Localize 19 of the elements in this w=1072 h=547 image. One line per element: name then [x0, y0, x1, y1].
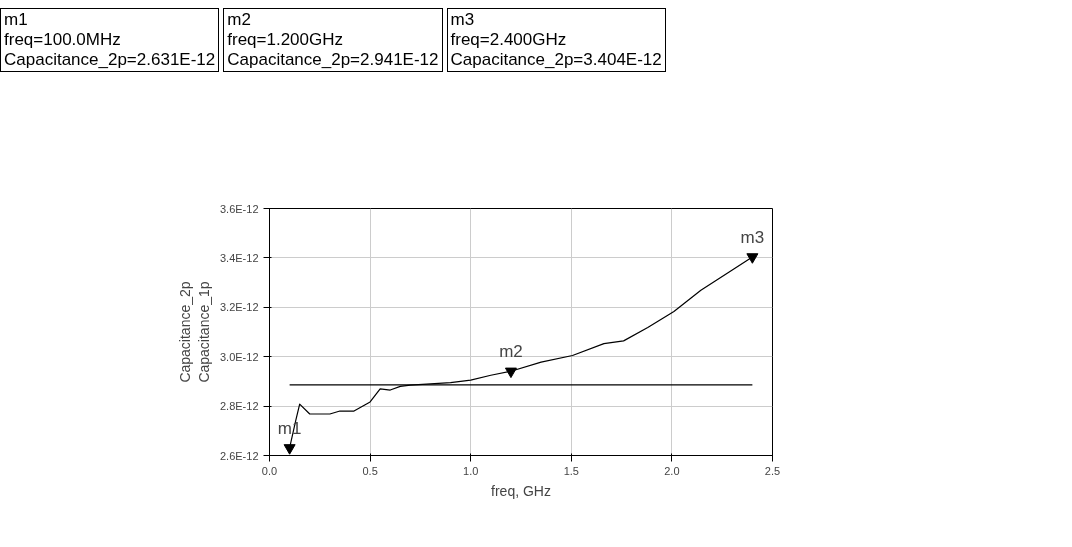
x-tick-label: 1.0: [463, 464, 479, 477]
x-tick-label: 0.5: [362, 464, 378, 477]
x-axis-title: freq, GHz: [491, 482, 551, 499]
y-axis-title: Capacitance_2p Capacitance_1p: [176, 281, 212, 383]
text: m1 freq=100.0MHz Capacitance_2p=2.631E-12: [0, 8, 220, 72]
x-tick-label: 0.0: [261, 464, 278, 477]
y-tick-label: 3.6E-12: [219, 202, 259, 215]
annotation: m2: [499, 342, 523, 362]
x-tick-label: 1.5: [563, 464, 579, 477]
annotation: m3: [740, 227, 765, 247]
y-tick-label: 2.6E-12: [219, 449, 259, 462]
y-tick-label: 3.2E-12: [219, 301, 259, 314]
x-tick-label: 2.0: [664, 464, 680, 477]
y-tick-label: 3.4E-12: [219, 251, 259, 264]
x-tick-label: 2.5: [764, 464, 781, 477]
text: m3 freq=2.400GHz Capacitance_2p=3.404E-12: [446, 8, 666, 72]
y-tick-label: 3.0E-12: [219, 350, 259, 363]
text: m2 freq=1.200GHz Capacitance_2p=2.941E-12: [223, 8, 443, 72]
y-tick-label: 2.8E-12: [219, 400, 259, 413]
